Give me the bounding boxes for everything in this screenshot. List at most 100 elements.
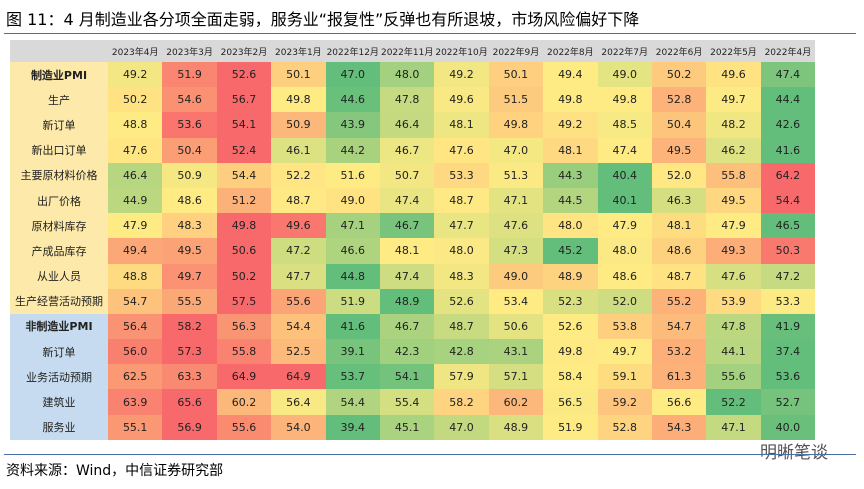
value-cell: 57.9 — [434, 364, 489, 390]
value-cell: 49.8 — [271, 87, 326, 113]
row-label: 新订单 — [10, 339, 108, 365]
value-cell: 49.5 — [651, 137, 707, 163]
value-cell: 46.2 — [706, 137, 761, 163]
value-cell: 45.1 — [379, 414, 435, 440]
value-cell: 56.6 — [651, 389, 707, 415]
value-cell: 42.8 — [434, 339, 489, 365]
value-cell: 48.1 — [543, 137, 598, 163]
value-cell: 63.3 — [162, 364, 217, 390]
value-cell: 44.9 — [108, 187, 163, 214]
value-cell: 64.9 — [271, 364, 326, 390]
source-note: 资料来源：Wind，中信证券研究部 — [6, 463, 224, 479]
value-cell: 49.2 — [434, 62, 489, 88]
value-cell: 49.8 — [543, 87, 598, 113]
value-cell: 47.6 — [434, 137, 489, 163]
value-cell: 52.6 — [216, 62, 272, 88]
value-cell: 49.4 — [108, 238, 163, 264]
row-label: 建筑业 — [10, 389, 108, 415]
value-cell: 43.9 — [325, 112, 380, 138]
value-cell: 50.1 — [488, 62, 544, 88]
value-cell: 56.4 — [271, 389, 326, 415]
value-cell: 48.8 — [108, 112, 163, 138]
column-header: 2023年2月 — [216, 40, 272, 62]
value-cell: 53.9 — [706, 288, 761, 314]
value-cell: 41.6 — [760, 137, 816, 163]
value-cell: 46.4 — [108, 162, 163, 188]
value-cell: 47.2 — [760, 263, 816, 289]
row-label: 原材料库存 — [10, 213, 108, 239]
value-cell: 50.6 — [216, 238, 272, 264]
value-cell: 50.4 — [162, 137, 217, 163]
column-header: 2022年9月 — [488, 40, 544, 62]
value-cell: 47.1 — [706, 414, 761, 440]
value-cell: 52.2 — [271, 162, 326, 188]
value-cell: 48.9 — [379, 288, 435, 314]
value-cell: 49.2 — [543, 112, 598, 138]
value-cell: 49.8 — [216, 213, 272, 239]
value-cell: 63.9 — [108, 389, 163, 415]
value-cell: 49.4 — [543, 62, 598, 88]
row-label: 非制造业PMI — [10, 313, 108, 340]
row-label: 出厂价格 — [10, 187, 108, 214]
value-cell: 46.7 — [379, 137, 435, 163]
value-cell: 48.6 — [597, 263, 652, 289]
value-cell: 44.4 — [760, 87, 816, 113]
value-cell: 49.6 — [706, 62, 761, 88]
value-cell: 48.8 — [108, 263, 163, 289]
value-cell: 47.0 — [325, 62, 380, 88]
value-cell: 47.6 — [108, 137, 163, 163]
value-cell: 64.2 — [760, 162, 816, 188]
value-cell: 44.8 — [325, 263, 380, 289]
value-cell: 52.2 — [706, 389, 761, 415]
value-cell: 48.2 — [706, 112, 761, 138]
value-cell: 40.4 — [597, 162, 652, 188]
value-cell: 48.1 — [651, 213, 707, 239]
value-cell: 49.8 — [597, 87, 652, 113]
value-cell: 54.0 — [271, 414, 326, 440]
value-cell: 54.4 — [271, 313, 326, 340]
value-cell: 54.1 — [379, 364, 435, 390]
value-cell: 42.6 — [760, 112, 816, 138]
value-cell: 56.3 — [216, 313, 272, 340]
column-header: 2022年11月 — [379, 40, 435, 62]
value-cell: 49.7 — [597, 339, 652, 365]
row-label: 生产经营活动预期 — [10, 288, 108, 314]
value-cell: 49.7 — [162, 263, 217, 289]
value-cell: 50.9 — [162, 162, 217, 188]
value-cell: 47.4 — [379, 187, 435, 214]
value-cell: 47.4 — [379, 263, 435, 289]
value-cell: 55.1 — [108, 414, 163, 440]
value-cell: 44.3 — [543, 162, 598, 188]
value-cell: 65.6 — [162, 389, 217, 415]
value-cell: 51.3 — [488, 162, 544, 188]
value-cell: 52.8 — [651, 87, 707, 113]
value-cell: 60.2 — [488, 389, 544, 415]
corner — [10, 40, 108, 62]
value-cell: 50.2 — [216, 263, 272, 289]
row-label: 从业人员 — [10, 263, 108, 289]
value-cell: 46.6 — [325, 238, 380, 264]
value-cell: 47.9 — [706, 213, 761, 239]
value-cell: 54.1 — [216, 112, 272, 138]
value-cell: 53.8 — [597, 313, 652, 340]
value-cell: 53.6 — [162, 112, 217, 138]
value-cell: 48.1 — [379, 238, 435, 264]
value-cell: 55.4 — [379, 389, 435, 415]
value-cell: 55.8 — [216, 339, 272, 365]
value-cell: 47.9 — [108, 213, 163, 239]
value-cell: 52.0 — [597, 288, 652, 314]
value-cell: 60.2 — [216, 389, 272, 415]
value-cell: 52.6 — [543, 313, 598, 340]
value-cell: 57.1 — [488, 364, 544, 390]
column-header: 2022年8月 — [543, 40, 598, 62]
column-header: 2023年1月 — [271, 40, 326, 62]
column-header: 2022年5月 — [706, 40, 761, 62]
value-cell: 43.1 — [488, 339, 544, 365]
value-cell: 47.8 — [706, 313, 761, 340]
value-cell: 48.9 — [488, 414, 544, 440]
value-cell: 46.7 — [379, 213, 435, 239]
value-cell: 41.6 — [325, 313, 380, 340]
value-cell: 56.7 — [216, 87, 272, 113]
row-label: 主要原材料价格 — [10, 162, 108, 188]
